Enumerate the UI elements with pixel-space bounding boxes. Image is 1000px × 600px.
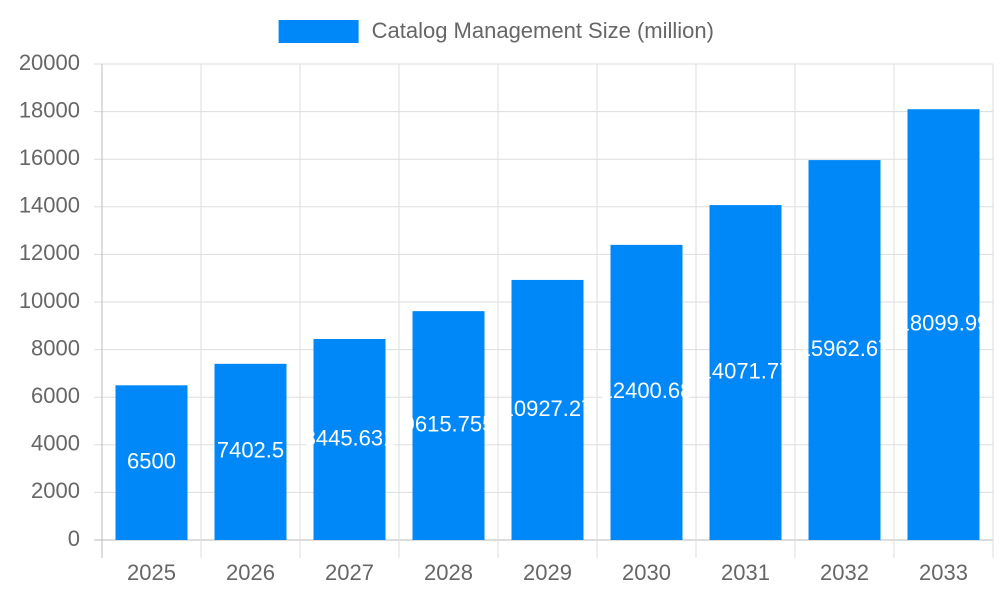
y-tick-label: 18000: [19, 97, 80, 122]
x-tick-label: 2029: [523, 560, 572, 585]
bar: [214, 363, 287, 540]
y-tick-label: 10000: [19, 288, 80, 313]
bar: [610, 244, 683, 540]
y-tick-label: 6000: [31, 383, 80, 408]
data-label: 8445.631: [304, 425, 396, 450]
y-tick-label: 14000: [19, 193, 80, 218]
y-tick-label: 4000: [31, 431, 80, 456]
legend-swatch: [278, 20, 359, 43]
x-tick-label: 2025: [127, 560, 176, 585]
data-label: 10927.27: [502, 396, 594, 421]
x-tick-label: 2026: [226, 560, 275, 585]
bar: [709, 205, 782, 541]
y-tick-label: 20000: [19, 50, 80, 75]
bar: [115, 385, 188, 540]
y-tick-label: 16000: [19, 145, 80, 170]
data-label: 7402.5: [217, 438, 284, 463]
x-tick-label: 2033: [919, 560, 968, 585]
data-label: 12400.68: [601, 378, 693, 403]
x-tick-label: 2028: [424, 560, 473, 585]
data-label: 18099.99: [898, 310, 990, 335]
bar: [808, 160, 881, 541]
bar: [907, 109, 980, 540]
bar: [412, 311, 485, 540]
data-label: 14071.77: [700, 358, 792, 383]
x-tick-label: 2030: [622, 560, 671, 585]
y-tick-label: 0: [68, 526, 80, 551]
x-tick-label: 2027: [325, 560, 374, 585]
data-label: 9615.755: [403, 411, 495, 436]
bar: [511, 279, 584, 540]
y-tick-label: 8000: [31, 335, 80, 360]
x-tick-label: 2031: [721, 560, 770, 585]
x-tick-label: 2032: [820, 560, 869, 585]
bar: [313, 338, 386, 540]
data-label: 15962.67: [799, 336, 891, 361]
y-tick-label: 12000: [19, 240, 80, 265]
y-tick-label: 2000: [31, 478, 80, 503]
legend-label: Catalog Management Size (million): [372, 18, 714, 43]
data-label: 6500: [127, 448, 176, 473]
